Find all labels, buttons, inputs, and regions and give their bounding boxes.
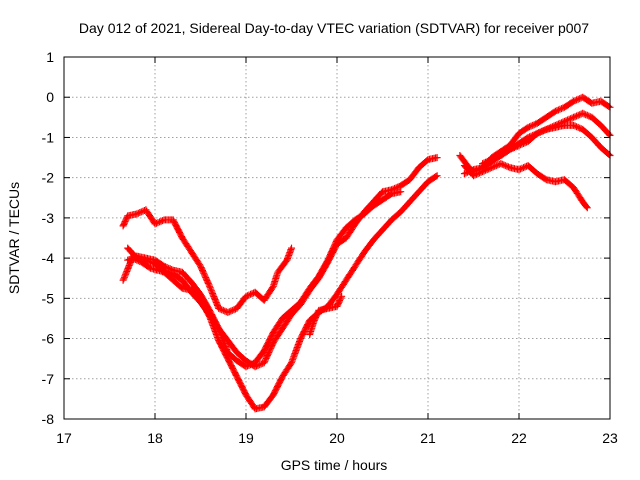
y-axis-label: SDTVAR / TECUs <box>6 182 22 294</box>
y-tick-label: -4 <box>42 250 55 266</box>
y-tick-label: -8 <box>42 411 55 427</box>
x-tick-label: 22 <box>511 430 527 446</box>
x-tick-label: 21 <box>420 430 436 446</box>
x-tick-label: 17 <box>56 430 72 446</box>
series-track-a <box>119 206 295 316</box>
y-tick-label: -6 <box>42 331 55 347</box>
x-axis-label: GPS time / hours <box>281 457 388 473</box>
series-marker-path <box>119 206 295 316</box>
series-track-h <box>460 160 591 212</box>
x-tick-label: 23 <box>602 430 618 446</box>
y-tick-label: 0 <box>46 89 54 105</box>
x-tick-label: 18 <box>147 430 163 446</box>
y-tick-label: -5 <box>42 290 55 306</box>
chart-title: Day 012 of 2021, Sidereal Day-to-day VTE… <box>79 20 589 36</box>
series-marker-path <box>479 121 614 168</box>
x-tick-label: 20 <box>329 430 345 446</box>
y-tick-label: -3 <box>42 210 55 226</box>
y-tick-label: -2 <box>42 170 55 186</box>
series-track-i <box>479 121 614 168</box>
y-tick-label: -7 <box>42 371 55 387</box>
y-tick-label: -1 <box>42 129 55 145</box>
axis-ticks <box>63 56 611 420</box>
x-tick-label: 19 <box>238 430 254 446</box>
data-markers <box>119 93 614 413</box>
y-tick-label: 1 <box>46 49 54 65</box>
x-tick-labels: 17 18 19 20 21 22 23 <box>56 430 618 446</box>
series-track-e <box>306 292 346 338</box>
y-tick-labels: -8 -7 -6 -5 -4 -3 -2 -1 0 1 <box>42 49 55 427</box>
